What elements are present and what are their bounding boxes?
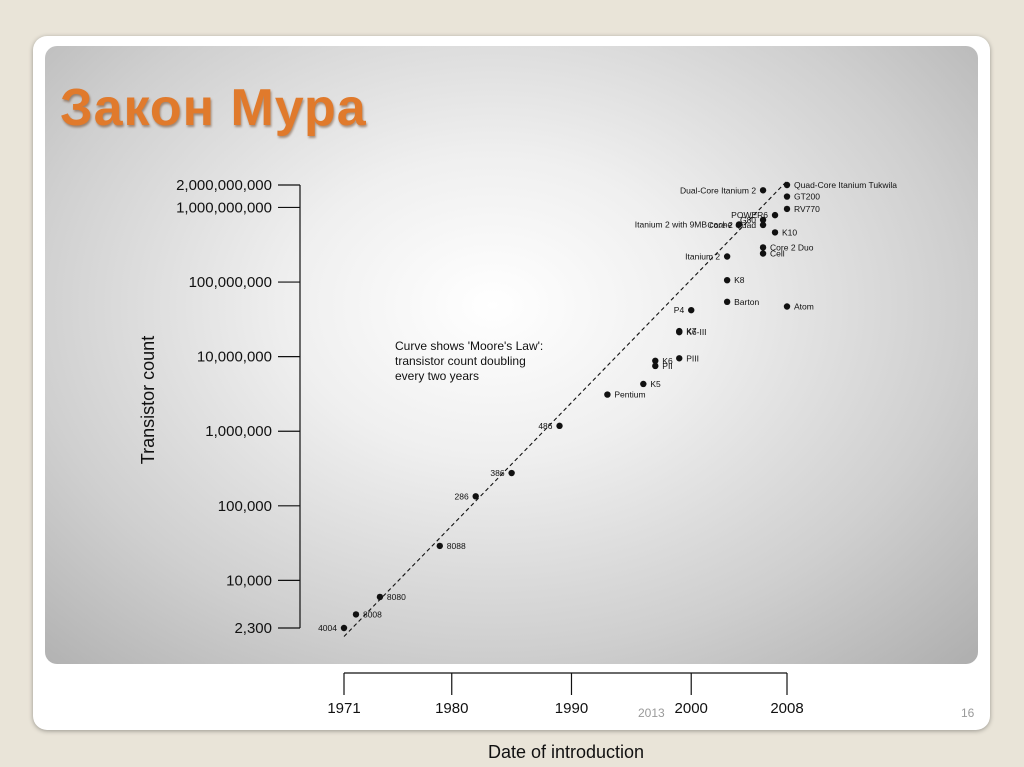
data-point-label: 8088 (447, 541, 466, 551)
footer-year: 2013 (638, 706, 665, 720)
data-point-label: K5 (650, 379, 661, 389)
slide-content-panel (45, 46, 978, 664)
moores-law-annotation: Curve shows 'Moore's Law': (395, 339, 543, 353)
data-point (759, 250, 767, 257)
y-tick-label: 100,000 (218, 498, 272, 515)
data-point (759, 244, 767, 251)
data-point-label: Itanium 2 with 9MB cache (635, 219, 733, 229)
data-point-label: 486 (538, 421, 552, 431)
x-tick-label: 2000 (675, 700, 708, 717)
data-point (508, 469, 515, 477)
data-point (556, 422, 563, 430)
data-point-label: Atom (794, 301, 814, 311)
data-point (688, 306, 695, 314)
y-axis-label: Transistor count (138, 336, 158, 464)
data-point (771, 211, 779, 219)
data-point-label: G80 (740, 215, 756, 225)
data-point (640, 380, 647, 388)
data-point-label: 8008 (363, 609, 382, 619)
y-tick-label: 10,000 (226, 572, 272, 589)
y-tick-label: 1,000,000,000 (176, 199, 272, 216)
moores-law-annotation: every two years (395, 369, 479, 383)
x-tick-label: 1980 (435, 700, 468, 717)
data-point (723, 253, 731, 260)
y-tick-label: 10,000,000 (197, 349, 272, 366)
data-point (436, 542, 443, 550)
data-point-label: Cell (770, 249, 785, 259)
data-point-label: Core 2 Quad (707, 220, 756, 230)
data-point (676, 355, 683, 362)
y-tick-label: 2,000,000,000 (176, 177, 272, 194)
slide-title: Закон Мура (60, 79, 367, 137)
data-point-label: GT200 (794, 192, 820, 202)
data-point (676, 328, 683, 336)
data-point (783, 181, 791, 189)
data-point (652, 357, 659, 364)
data-point-label: K8 (734, 275, 745, 285)
data-point (759, 221, 767, 229)
data-point-label: K10 (782, 227, 797, 237)
data-point-label: RV770 (794, 204, 820, 214)
page-number: 16 (961, 706, 975, 720)
data-point (472, 493, 479, 500)
moores-law-trend-line (343, 180, 788, 637)
data-point (652, 362, 659, 370)
y-tick-label: 2,300 (234, 620, 272, 637)
data-point-label: Barton (734, 297, 759, 307)
data-point (723, 276, 731, 284)
data-point (759, 216, 767, 224)
data-point (759, 187, 767, 194)
x-tick-label: 1990 (555, 700, 588, 717)
data-point-label: 8080 (387, 592, 406, 602)
moores-law-annotation: transistor count doubling (395, 354, 526, 368)
data-point-label: K6-III (686, 327, 706, 337)
data-point-label: 4004 (318, 623, 337, 633)
y-tick-label: 1,000,000 (205, 423, 272, 440)
data-point-label: Pentium (614, 390, 645, 400)
data-point-label: Dual-Core Itanium 2 (680, 185, 756, 195)
data-point-label: 386 (490, 468, 504, 478)
data-point-label: K7 (686, 326, 697, 336)
data-point-label: PIII (686, 353, 699, 363)
data-point (604, 391, 611, 398)
data-point-label: POWER6 (731, 210, 768, 220)
data-point (783, 303, 791, 310)
data-point-label: P4 (674, 305, 685, 315)
data-point-label: K6 (662, 356, 673, 366)
data-point-label: Core 2 Duo (770, 242, 814, 252)
x-axis-label: Date of introduction (488, 742, 644, 762)
data-point (352, 611, 360, 618)
data-point (771, 229, 779, 236)
data-point-label: 286 (455, 491, 469, 501)
data-point (783, 205, 791, 213)
y-tick-label: 100,000,000 (189, 274, 272, 291)
data-point (723, 298, 731, 306)
data-point-label: Quad-Core Itanium Tukwila (794, 180, 897, 190)
data-point (783, 193, 791, 200)
data-point (340, 624, 348, 632)
x-tick-label: 2008 (770, 700, 803, 717)
data-point (735, 221, 743, 228)
x-tick-label: 1971 (327, 700, 360, 717)
data-point (376, 593, 384, 601)
data-point-label: Itanium 2 (685, 252, 720, 262)
data-point-label: PII (662, 361, 672, 371)
